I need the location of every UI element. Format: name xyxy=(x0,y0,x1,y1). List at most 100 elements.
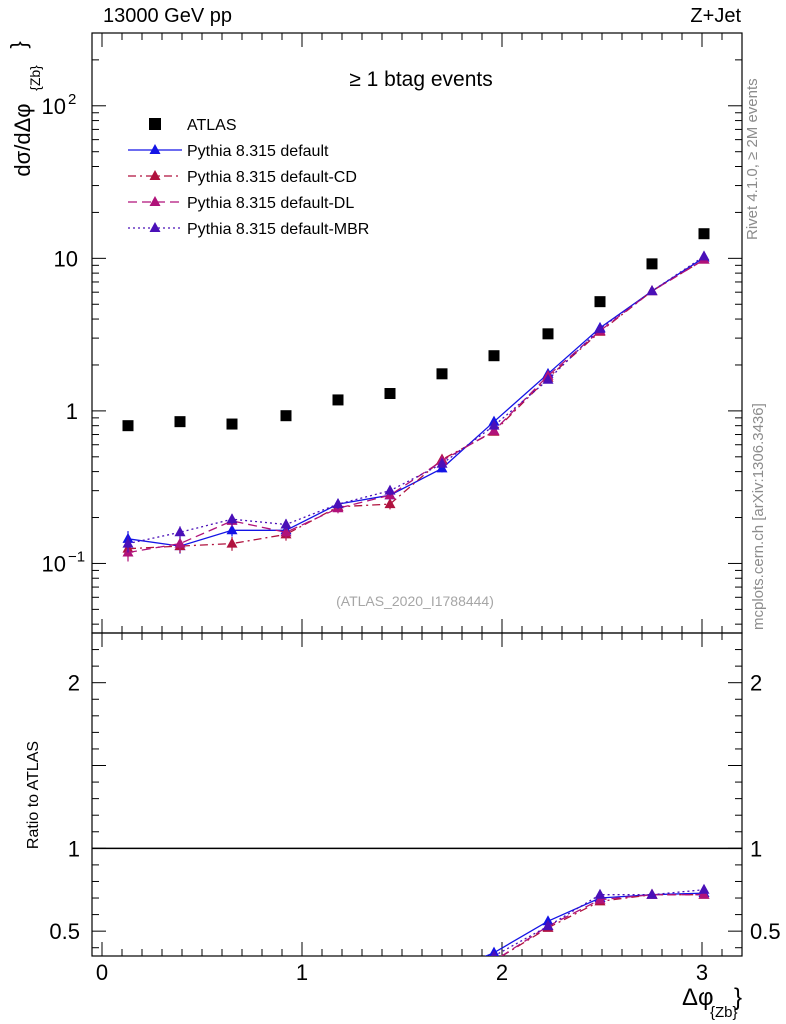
series-marker xyxy=(698,250,710,261)
series-marker xyxy=(281,980,292,990)
series-marker xyxy=(149,144,161,154)
data-point xyxy=(174,416,186,428)
data-point xyxy=(122,420,134,432)
ratio-y-tick-label-left: 2 xyxy=(68,671,80,696)
series-marker xyxy=(594,888,606,899)
series-marker xyxy=(280,526,292,537)
series-marker xyxy=(437,968,448,978)
legend-label: Pythia 8.315 default-DL xyxy=(187,195,354,212)
series-marker xyxy=(594,322,606,333)
series-marker xyxy=(488,419,500,430)
y-tick-label: 10 xyxy=(54,246,78,271)
series-marker xyxy=(122,537,134,548)
series-marker xyxy=(281,978,292,988)
y-tick-label: 1 xyxy=(66,399,78,424)
series-marker xyxy=(226,524,238,535)
y-axis-title: dσ/dΔφ xyxy=(10,103,35,176)
ratio-series-group xyxy=(123,883,710,993)
series-marker xyxy=(175,981,186,991)
series-marker xyxy=(384,498,396,509)
ratio-y-tick-label-right: 2 xyxy=(750,671,762,696)
data-point xyxy=(280,410,292,422)
series-marker xyxy=(175,983,186,993)
series-marker xyxy=(333,973,344,983)
series-marker xyxy=(488,424,500,435)
y-tick-label: 10 xyxy=(42,94,66,119)
x-tick-label: 0 xyxy=(96,960,108,985)
legend-label: Pythia 8.315 default-MBR xyxy=(187,221,369,238)
ratio-y-tick-label-left: 1 xyxy=(68,836,80,861)
series-marker xyxy=(174,537,186,548)
ratio-series-line xyxy=(484,892,705,956)
y-tick-label: 10 xyxy=(42,551,66,576)
series-marker xyxy=(385,972,396,982)
ratio-series-line xyxy=(500,894,704,956)
header-right-label: Z+Jet xyxy=(690,5,741,27)
ratio-series-line xyxy=(491,889,705,956)
series-marker xyxy=(123,981,134,991)
series-marker xyxy=(333,977,344,987)
series-marker xyxy=(227,970,238,980)
data-point xyxy=(488,350,500,362)
series-marker xyxy=(123,978,134,988)
data-point xyxy=(698,228,710,240)
ratio-y-tick-label-left: 0.5 xyxy=(49,919,80,944)
data-point xyxy=(436,368,448,380)
legend-label: Pythia 8.315 default xyxy=(187,143,329,160)
series-marker xyxy=(149,170,161,180)
series-marker xyxy=(123,980,134,990)
series-marker xyxy=(226,537,238,548)
series-line xyxy=(127,259,705,554)
data-point xyxy=(332,394,344,406)
series-marker xyxy=(437,963,448,973)
x-tick-label: 2 xyxy=(496,960,508,985)
series-marker xyxy=(436,457,448,468)
x-tick-label: 1 xyxy=(296,960,308,985)
x-axis-title: Δφ xyxy=(682,984,714,1011)
series-marker xyxy=(332,498,344,509)
series-marker xyxy=(227,968,238,978)
series-marker xyxy=(333,973,344,983)
series-marker xyxy=(227,981,238,991)
legend-label-atlas: ATLAS xyxy=(187,117,237,134)
ratio-y-tick-label-right: 0.5 xyxy=(750,919,781,944)
y-axis-title-subscript: {Zb} xyxy=(27,65,43,91)
y-tick-exponent: 2 xyxy=(68,91,76,108)
series-marker xyxy=(698,883,710,894)
series-marker xyxy=(149,222,161,232)
x-tick-label: 3 xyxy=(696,960,708,985)
legend-marker-atlas xyxy=(149,118,161,130)
y-axis-title-brace: } xyxy=(6,41,31,48)
data-point xyxy=(646,258,658,270)
ratio-y-tick-label-right: 1 xyxy=(750,836,762,861)
series-marker xyxy=(437,965,448,975)
series-line xyxy=(127,257,705,547)
series-marker xyxy=(542,373,554,384)
series-marker xyxy=(226,513,238,524)
y-tick-exponent: −1 xyxy=(68,548,85,565)
ratio-panel-frame xyxy=(91,632,743,957)
data-point xyxy=(542,328,554,340)
series-marker xyxy=(437,963,448,973)
series-marker xyxy=(123,983,134,993)
series-marker xyxy=(542,920,554,931)
ratio-series-line xyxy=(500,894,704,956)
data-point xyxy=(594,296,606,308)
series-marker xyxy=(281,977,292,987)
series-marker xyxy=(227,975,238,985)
series-line xyxy=(127,255,705,545)
series-marker xyxy=(385,970,396,980)
series-marker xyxy=(490,950,498,956)
series-marker xyxy=(385,977,396,987)
x-axis-title-brace: } xyxy=(734,984,742,1011)
analysis-label: (ATLAS_2020_I1788444) xyxy=(336,593,494,609)
series-marker xyxy=(333,975,344,985)
series-marker xyxy=(281,980,292,990)
series-line xyxy=(127,259,705,550)
series-marker xyxy=(646,285,658,296)
plot-title: ≥ 1 btag events xyxy=(349,68,492,91)
series-marker xyxy=(280,518,292,529)
series-marker xyxy=(385,972,396,982)
main-series-group xyxy=(122,228,710,562)
